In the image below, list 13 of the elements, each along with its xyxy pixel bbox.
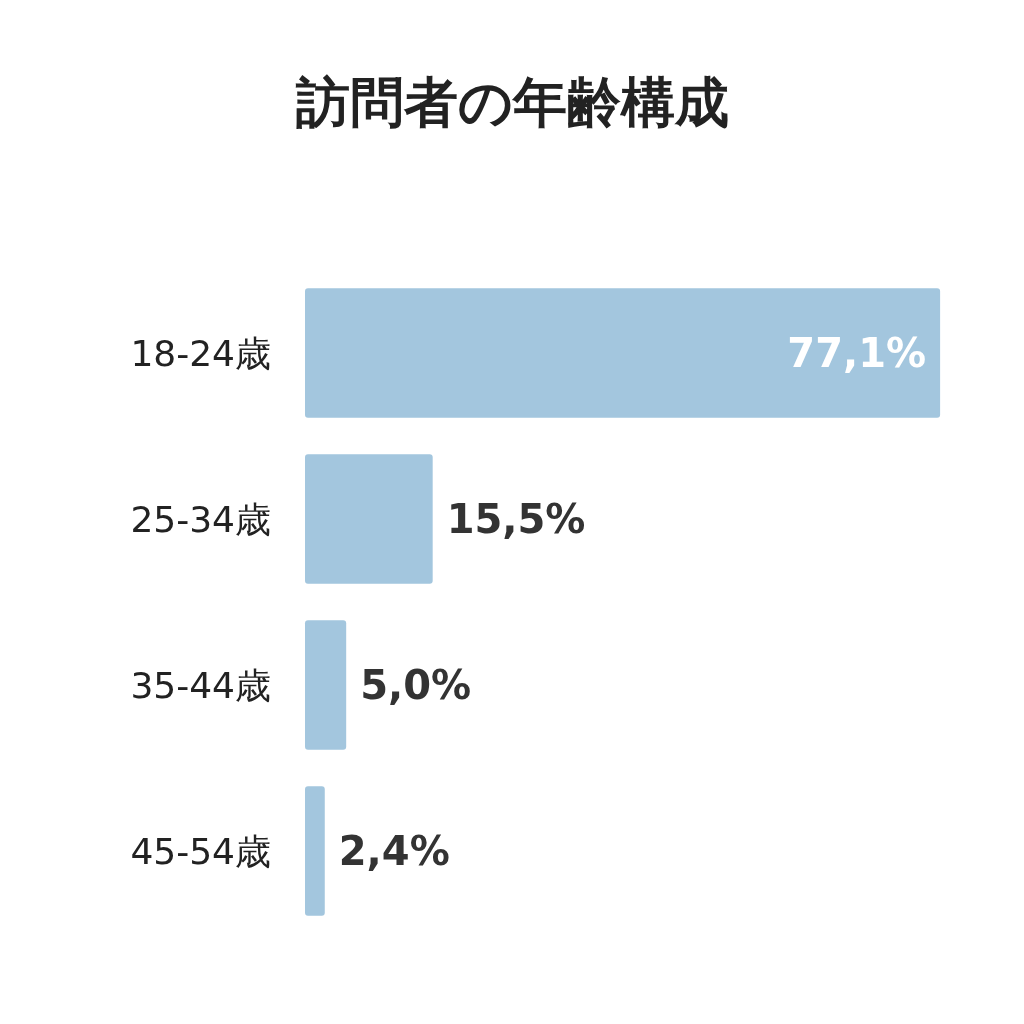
data-label: 77,1% [787, 330, 927, 376]
bar [305, 288, 941, 418]
chart-title: 訪問者の年齢構成 [294, 70, 729, 134]
bar [305, 454, 433, 584]
y-tick-label: 18-24歳 [130, 332, 271, 374]
y-tick-label: 35-44歳 [130, 664, 271, 706]
data-label: 15,5% [446, 496, 586, 542]
y-tick-label: 25-34歳 [130, 498, 271, 540]
data-label: 5,0% [360, 662, 472, 708]
bar [305, 620, 347, 750]
y-tick-label: 45-54歳 [130, 830, 271, 872]
data-label: 2,4% [338, 828, 450, 874]
bar [305, 786, 325, 916]
